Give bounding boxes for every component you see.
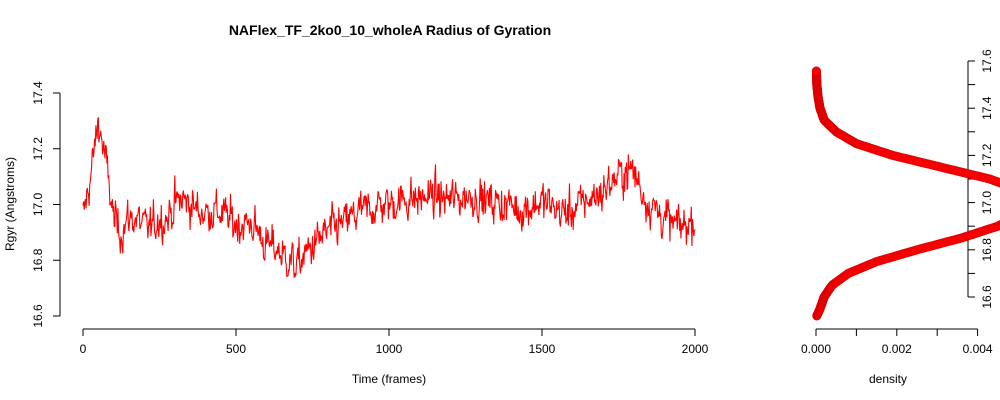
- main-y-tick-label: 17.0: [31, 192, 45, 216]
- density-curve: [811, 66, 1000, 321]
- main-plot: 0 500 1000 1500 2000 16.6 16.8 17.0 17.2 17.4: [31, 81, 709, 356]
- density-x-tick-label: 0.004: [963, 342, 993, 356]
- main-y-axis-label: Rgyr (Angstroms): [3, 157, 17, 251]
- density-y-tick-label: 16.6: [980, 285, 994, 309]
- density-y-tick-label: 17.4: [980, 96, 994, 120]
- main-x-tick-label: 1500: [529, 342, 556, 356]
- density-y-tick-label: 17.0: [980, 191, 994, 215]
- density-y-tick-label: 16.8: [980, 238, 994, 262]
- main-x-axis-label: Time (frames): [352, 372, 426, 386]
- density-point: [811, 66, 821, 76]
- density-plot: 0.000 0.002 0.004 16.6 16.8 17.0 17.2 17.4 17.6: [801, 49, 1000, 356]
- density-y-tick-label: 17.2: [980, 143, 994, 167]
- density-y-tick-label: 17.6: [980, 49, 994, 73]
- main-x-tick-label: 0: [80, 342, 87, 356]
- density-x-axis-label: density: [869, 372, 907, 386]
- main-y-tick-label: 17.4: [31, 81, 45, 105]
- main-x-tick-label: 2000: [682, 342, 709, 356]
- density-x-tick-label: 0.002: [882, 342, 912, 356]
- density-x-tick-label: 0.000: [801, 342, 831, 356]
- main-y-tick-label: 16.8: [31, 248, 45, 272]
- rgyr-trajectory-line: [82, 117, 696, 278]
- main-y-tick-label: 16.6: [31, 304, 45, 328]
- main-x-tick-label: 500: [226, 342, 246, 356]
- main-y-tick-label: 17.2: [31, 137, 45, 161]
- main-x-tick-label: 1000: [376, 342, 403, 356]
- chart-title: NAFlex_TF_2ko0_10_wholeA Radius of Gyrat…: [229, 22, 551, 38]
